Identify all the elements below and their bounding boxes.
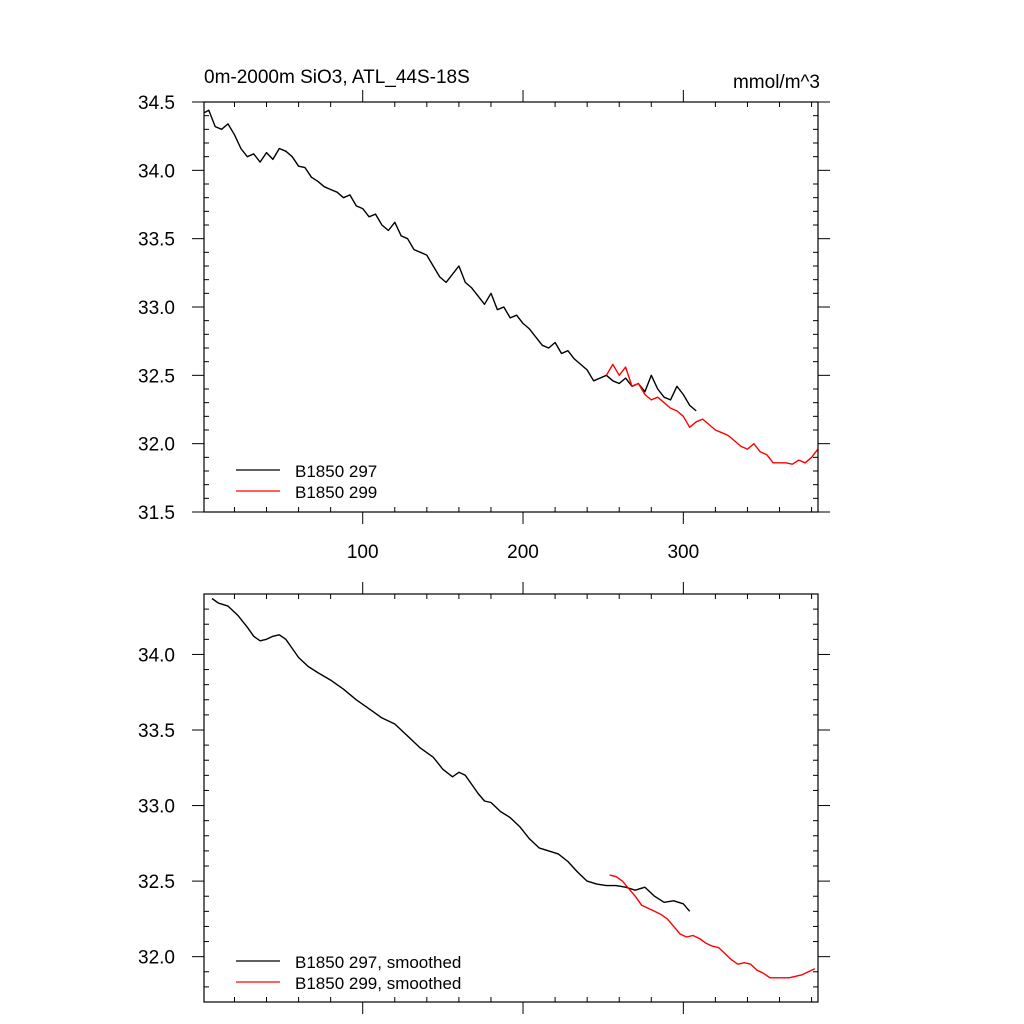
units-label: mmol/m^3 — [733, 72, 820, 93]
y-tick-label: 34.0 — [138, 161, 175, 182]
bottom-panel: 32.0 32.5 33.0 33.5 34.0 B1850 297, smoothed… — [138, 582, 830, 1014]
y-tick-label: 34.0 — [138, 645, 175, 666]
y-tick-label: 33.0 — [138, 298, 175, 319]
y-tick-label: 33.0 — [138, 797, 175, 818]
y-tick-label: 31.5 — [138, 503, 175, 524]
series-line-b1850-299 — [605, 363, 819, 465]
legend-label-b1850-297-smoothed: B1850 297, smoothed — [295, 953, 461, 972]
y-tick-label: 32.5 — [138, 872, 175, 893]
top-panel: 0m-2000m SiO3, ATL_44S-18S mmol/m^3 100 2… — [138, 67, 830, 563]
series-line-b1850-297 — [203, 109, 697, 412]
x-tick-label: 100 — [347, 542, 379, 563]
y-tick-label: 34.5 — [138, 93, 175, 114]
series-line-b1850-297-smoothed — [211, 597, 691, 912]
bottom-plot-frame — [203, 593, 819, 1003]
bottom-legend: B1850 297, smoothed B1850 299, smoothed — [236, 953, 461, 993]
x-tick-label: 300 — [667, 542, 699, 563]
legend-label-b1850-299-smoothed: B1850 299, smoothed — [295, 974, 461, 993]
chart-title: 0m-2000m SiO3, ATL_44S-18S — [204, 67, 470, 88]
y-tick-label: 32.5 — [138, 366, 175, 387]
y-tick-label: 32.0 — [138, 948, 175, 969]
y-tick-label: 33.5 — [138, 721, 175, 742]
top-plot-frame — [203, 101, 819, 513]
y-tick-label: 33.5 — [138, 230, 175, 251]
y-tick-label: 32.0 — [138, 435, 175, 456]
legend-label-b1850-297: B1850 297 — [295, 462, 377, 481]
bottom-panel-ticks: 32.0 32.5 33.0 33.5 34.0 — [138, 582, 830, 1014]
series-line-b1850-299-smoothed — [609, 874, 816, 979]
x-tick-label: 200 — [507, 542, 539, 563]
top-panel-series — [203, 109, 819, 465]
top-panel-ticks: 100 200 300 31.5 32.0 32.5 33.0 33.5 34.0 34.5 — [138, 90, 830, 563]
legend-label-b1850-299: B1850 299 — [295, 483, 377, 502]
top-legend: B1850 297 B1850 299 — [236, 462, 377, 502]
bottom-panel-series — [211, 597, 816, 979]
